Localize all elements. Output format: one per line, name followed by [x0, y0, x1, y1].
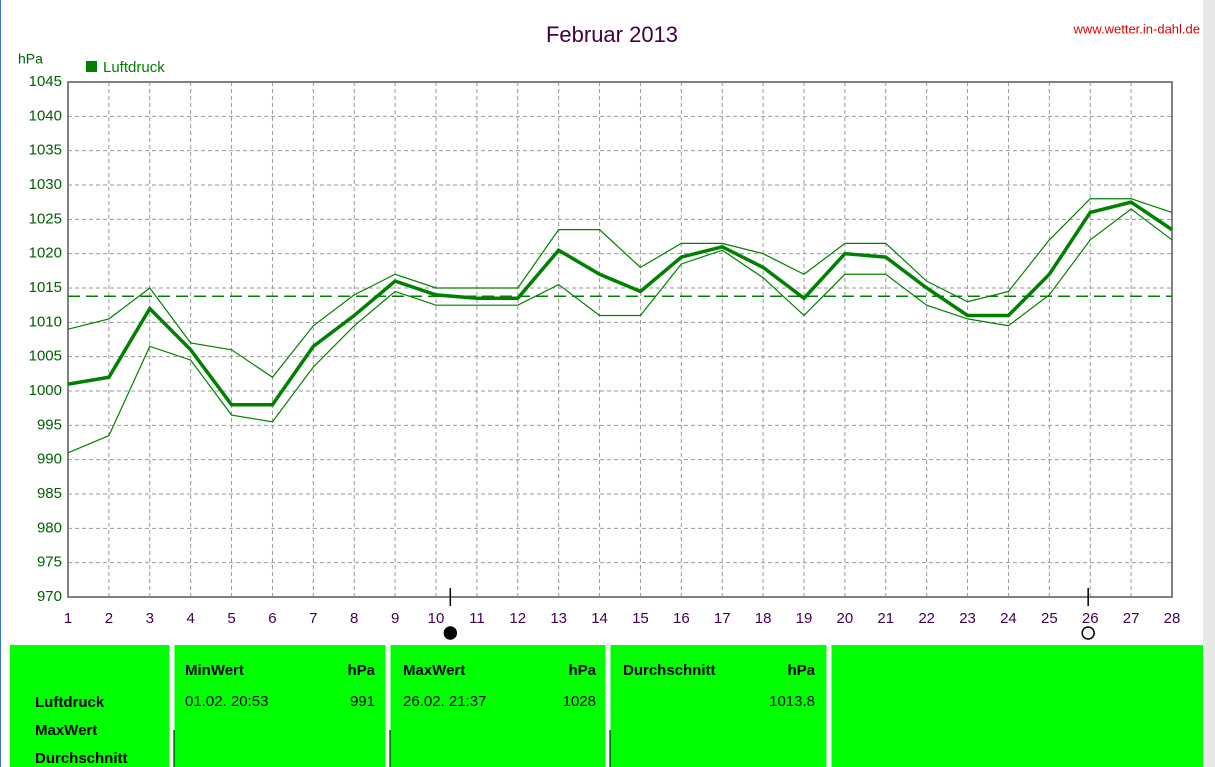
x-tick-label: 27 [1123, 610, 1140, 627]
legend-swatch [86, 61, 97, 72]
y-tick-label: 975 [37, 554, 62, 571]
y-tick-label: 985 [37, 485, 62, 502]
x-tick-label: 24 [1000, 610, 1017, 627]
x-tick-label: 23 [959, 610, 976, 627]
marker [1081, 626, 1095, 640]
x-tick-label: 11 [469, 610, 485, 627]
row-label: MaxWert [35, 722, 97, 739]
y-tick-label: 990 [37, 451, 62, 468]
x-tick-label: 17 [714, 610, 731, 627]
x-tick-label: 25 [1041, 610, 1058, 627]
x-tick-label: 22 [918, 610, 935, 627]
y-tick-label: 1000 [29, 382, 62, 399]
legend-label: Luftdruck [103, 59, 165, 76]
source: www.wetter.in-dahl.de [1073, 21, 1200, 36]
y-tick-label: 1045 [29, 73, 62, 90]
y-tick-label: 995 [37, 416, 62, 433]
y-tick-label: 1005 [29, 348, 62, 365]
cell-value: 1013.8 [769, 693, 815, 710]
marker [443, 626, 458, 640]
cell-value: 1028 [563, 693, 596, 710]
x-tick-label: 12 [509, 610, 526, 627]
plot-frame [67, 81, 1173, 598]
col-header: Durchschnitt [623, 662, 716, 679]
range-line [67, 208, 1173, 454]
cell-time: 26.02. 21:37 [403, 693, 486, 710]
y-tick-label: 1025 [29, 210, 62, 227]
x-tick-label: 14 [591, 610, 608, 627]
table-separators [169, 645, 832, 767]
x-tick-label: 28 [1164, 610, 1181, 627]
x-tick-label: 4 [186, 610, 194, 627]
col-unit: hPa [347, 662, 375, 679]
x-tick-label: 3 [146, 610, 154, 627]
y-tick-label: 1020 [29, 245, 62, 262]
x-tick-label: 19 [796, 610, 813, 627]
row-label: Luftdruck [35, 694, 105, 711]
x-tick-label: 10 [428, 610, 445, 627]
y-axis-label: hPa [18, 51, 43, 67]
table-ticks [173, 730, 611, 767]
x-tick-label: 9 [391, 610, 399, 627]
window-edge [1203, 0, 1215, 767]
y-tick-label: 1040 [29, 107, 62, 124]
y-tick-label: 1015 [29, 279, 62, 296]
y-tick-label: 970 [37, 588, 62, 605]
x-tick-label: 26 [1082, 610, 1099, 627]
x-tick-label: 8 [350, 610, 358, 627]
x-tick-label: 13 [550, 610, 567, 627]
cell-time: 01.02. 20:53 [185, 693, 268, 710]
x-tick-label: 2 [105, 610, 113, 627]
col-header: MaxWert [403, 662, 465, 679]
y-tick-label: 1035 [29, 142, 62, 159]
range-line [67, 198, 1173, 379]
y-tick-label: 1010 [29, 313, 62, 330]
x-tick-label: 21 [877, 610, 894, 627]
x-tick-label: 7 [309, 610, 317, 627]
col-unit: hPa [568, 662, 596, 679]
chart-title: Februar 2013 [546, 22, 678, 47]
y-tick-label: 1030 [29, 176, 62, 193]
x-tick-label: 15 [632, 610, 649, 627]
col-unit: hPa [787, 662, 815, 679]
x-tick-label: 1 [64, 610, 72, 627]
row-label: Durchschnitt [35, 750, 128, 767]
col-header: MinWert [185, 662, 244, 679]
x-tick-label: 20 [837, 610, 854, 627]
x-tick-label: 6 [268, 610, 276, 627]
y-tick-label: 980 [37, 519, 62, 536]
x-tick-label: 5 [227, 610, 235, 627]
cell-value: 991 [350, 693, 375, 710]
x-tick-label: 18 [755, 610, 772, 627]
mean-line [67, 200, 1173, 407]
x-tick-label: 16 [673, 610, 690, 627]
